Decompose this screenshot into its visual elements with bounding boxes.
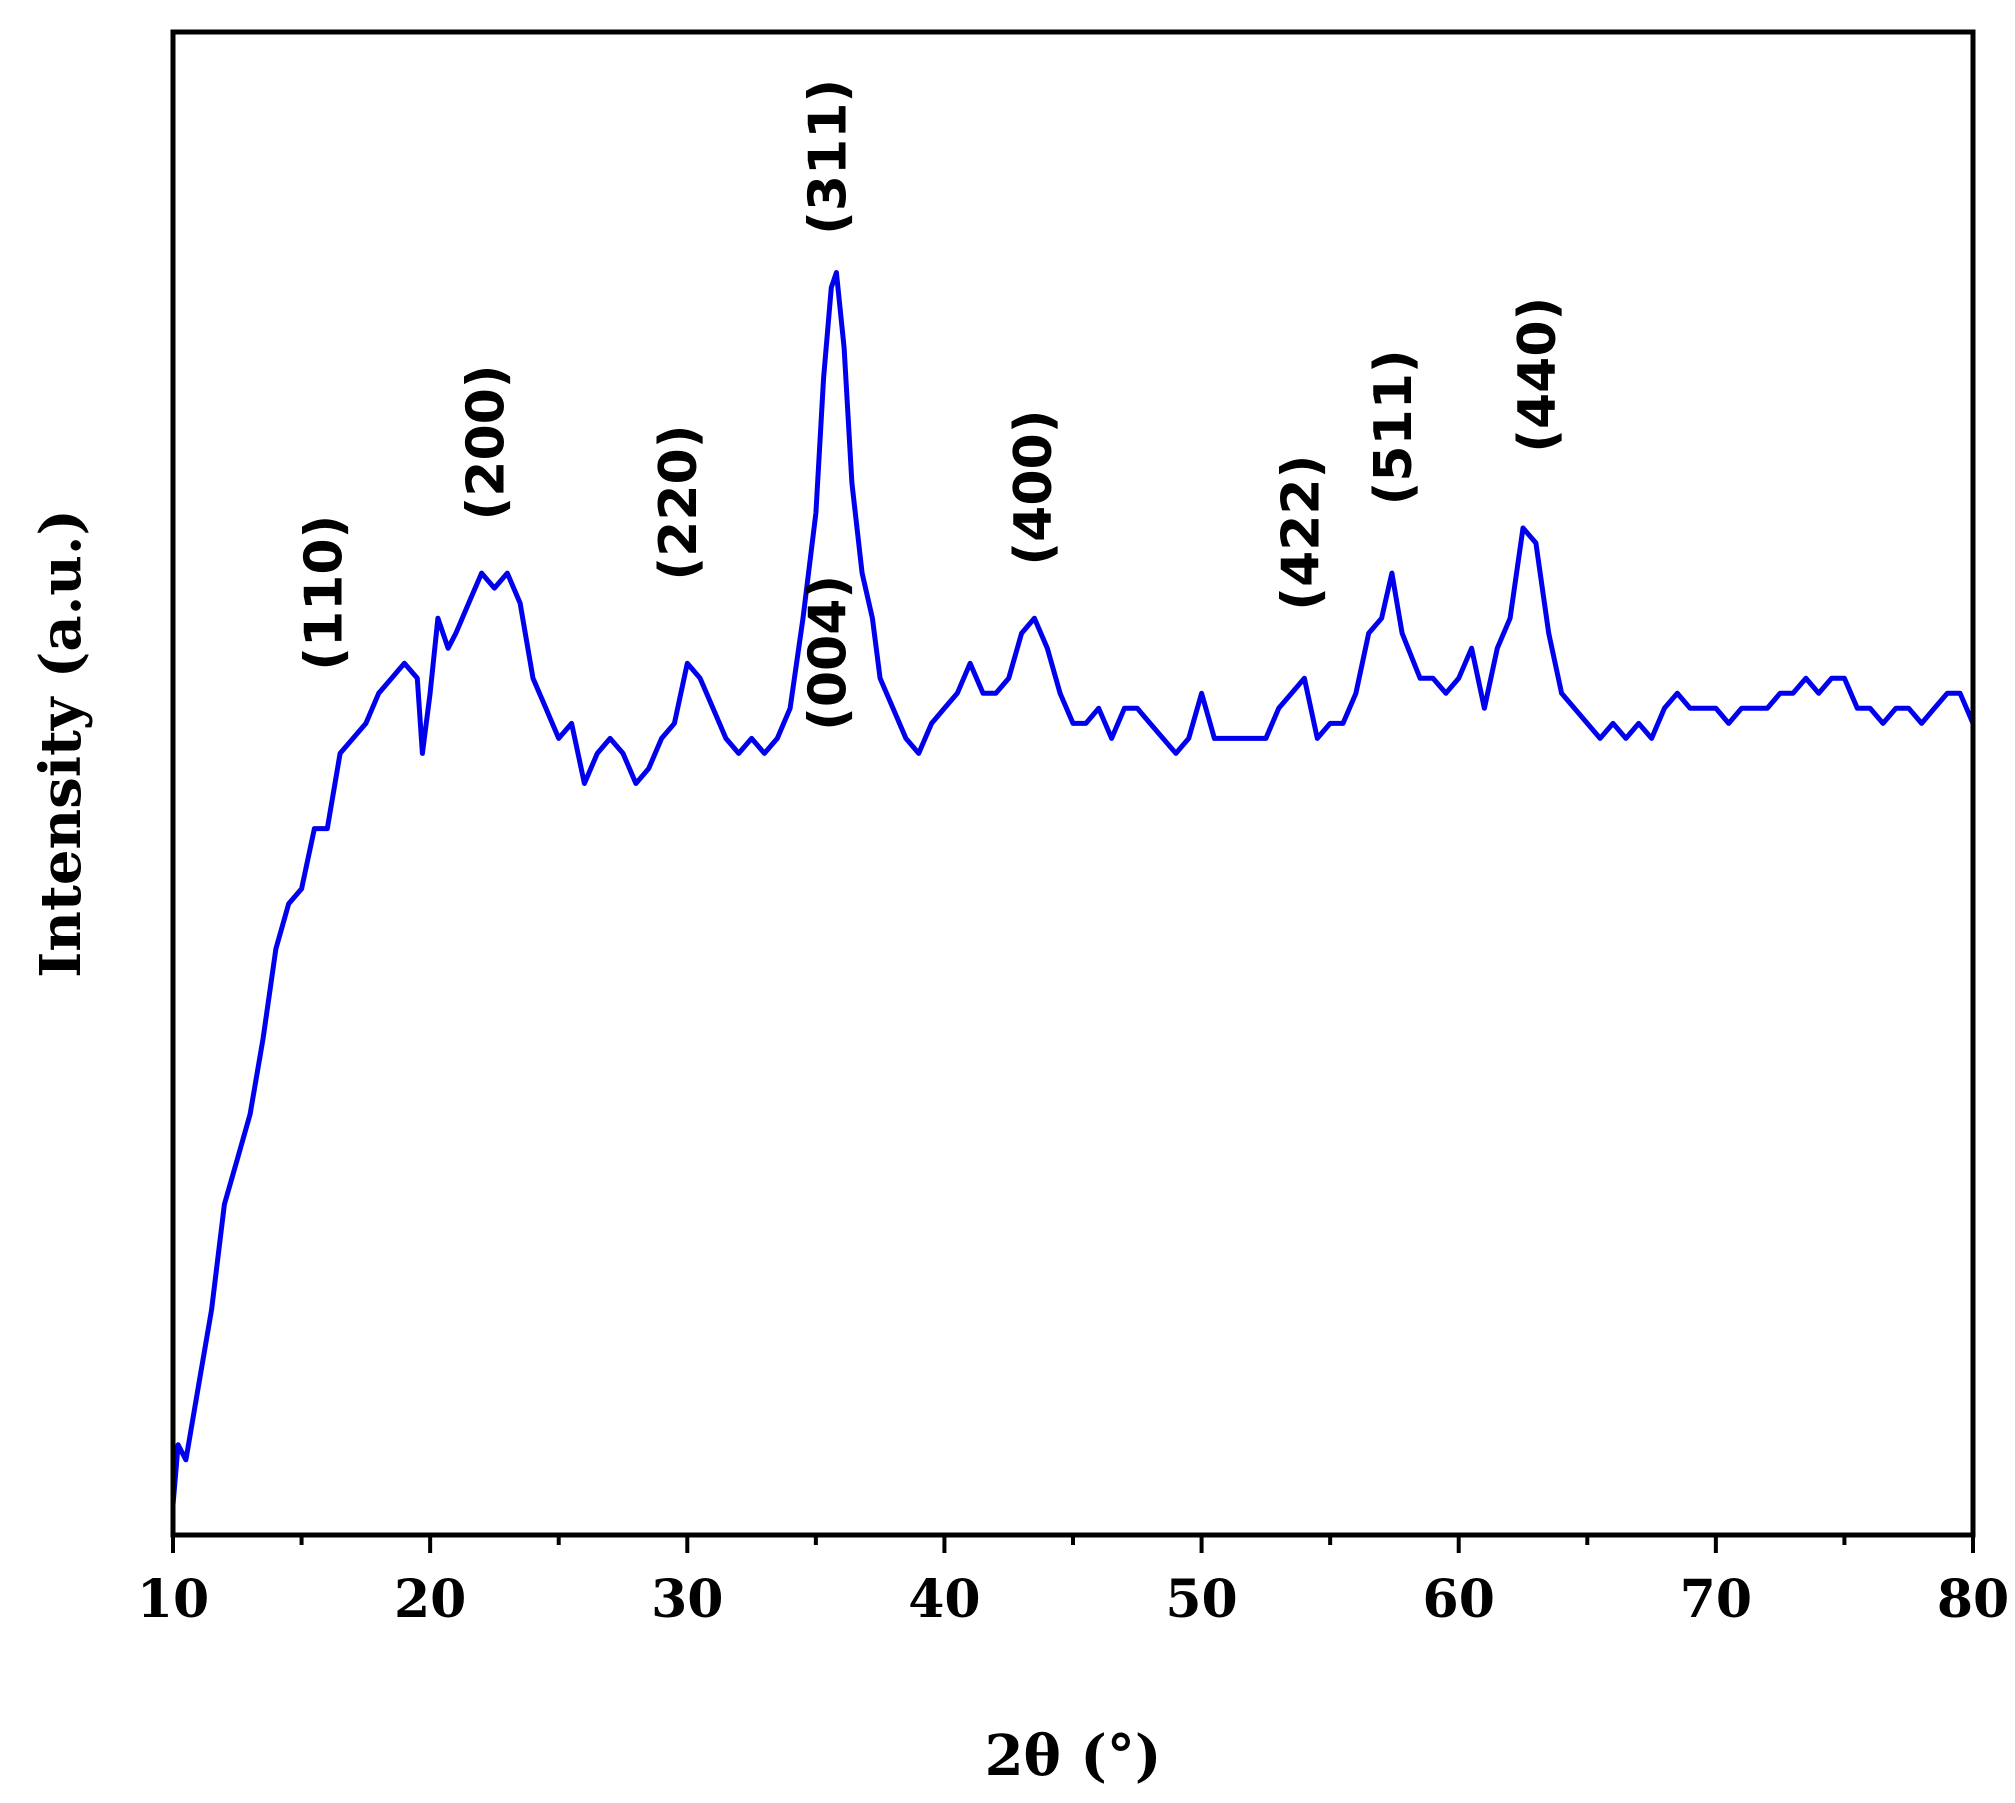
peak-annotations: (110) (200) (220) (311) (004) (400) (422) (511)… — [294, 79, 1568, 731]
x-tick-label: 60 — [1423, 1569, 1495, 1630]
x-axis-title: 2θ (°) — [985, 1723, 1162, 1789]
x-tick-label: 10 — [137, 1569, 209, 1630]
peak-label: (200) — [456, 364, 516, 520]
series-layer — [170, 270, 1976, 1506]
series-line-0 — [170, 270, 1976, 1506]
x-axis-ticks — [171, 1535, 1975, 1553]
peak-label: (440) — [1508, 297, 1568, 453]
peak-label: (422) — [1271, 455, 1331, 611]
x-tick-label: 50 — [1165, 1569, 1237, 1630]
x-axis-tick-labels: 10 20 30 40 50 60 70 80 — [137, 1569, 2009, 1630]
peak-label: (511) — [1364, 349, 1424, 505]
peak-label: (110) — [294, 515, 354, 671]
x-tick-label: 80 — [1937, 1569, 2009, 1630]
x-tick-label: 70 — [1680, 1569, 1752, 1630]
peak-label: (311) — [798, 79, 858, 235]
peak-label: (220) — [649, 425, 709, 581]
peak-label: (004) — [798, 575, 858, 731]
x-tick-label: 20 — [394, 1569, 466, 1630]
x-tick-label: 40 — [908, 1569, 980, 1630]
peak-label: (400) — [1004, 410, 1064, 566]
x-tick-label: 30 — [651, 1569, 723, 1630]
y-axis-title: Intensity (a.u.) — [28, 509, 94, 978]
